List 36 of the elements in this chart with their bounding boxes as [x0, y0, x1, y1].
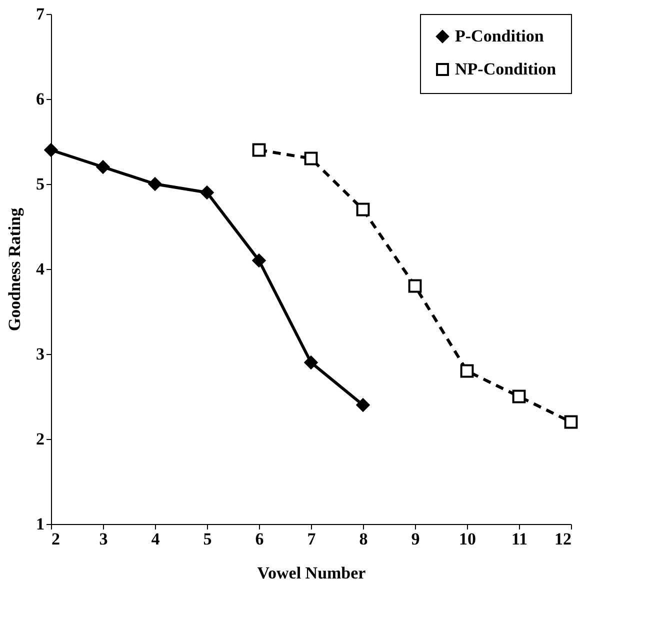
y-tick-label: 7	[36, 4, 45, 24]
y-axis-title: Goodness Rating	[5, 207, 24, 332]
x-tick-label: 2	[52, 530, 60, 548]
y-tick-label: 5	[36, 174, 44, 194]
point	[512, 390, 526, 404]
x-tick-label: 10	[459, 530, 476, 548]
point	[304, 356, 318, 370]
y-tick-label: 4	[36, 260, 45, 278]
point	[304, 152, 318, 166]
point	[356, 202, 370, 216]
y-tick-label: 3	[36, 344, 44, 364]
x-tick-label: 3	[99, 530, 108, 548]
x-tick-label: 5	[203, 530, 212, 548]
point	[408, 279, 422, 293]
x-tick-label: 4	[151, 530, 160, 548]
legend-label: P-Condition	[455, 26, 544, 46]
point	[148, 177, 162, 191]
point	[96, 160, 110, 174]
point	[356, 398, 370, 412]
x-tick-label: 7	[307, 530, 316, 548]
x-axis-title: Vowel Number	[257, 564, 366, 582]
y-tick-label: 1	[36, 514, 44, 534]
point	[252, 254, 266, 268]
point	[460, 364, 474, 378]
point	[200, 186, 214, 200]
point	[252, 143, 266, 157]
y-tick-label: 2	[36, 430, 44, 448]
x-tick-label: 11	[511, 530, 528, 548]
legend-label: NP-Condition	[455, 60, 557, 78]
x-tick-label: 6	[255, 530, 264, 548]
point	[564, 415, 578, 429]
x-tick-label: 8	[359, 530, 368, 548]
x-tick-label: 9	[411, 530, 420, 548]
point	[44, 143, 58, 157]
x-tick-label: 12	[554, 530, 572, 548]
y-tick-label: 6	[36, 90, 44, 108]
